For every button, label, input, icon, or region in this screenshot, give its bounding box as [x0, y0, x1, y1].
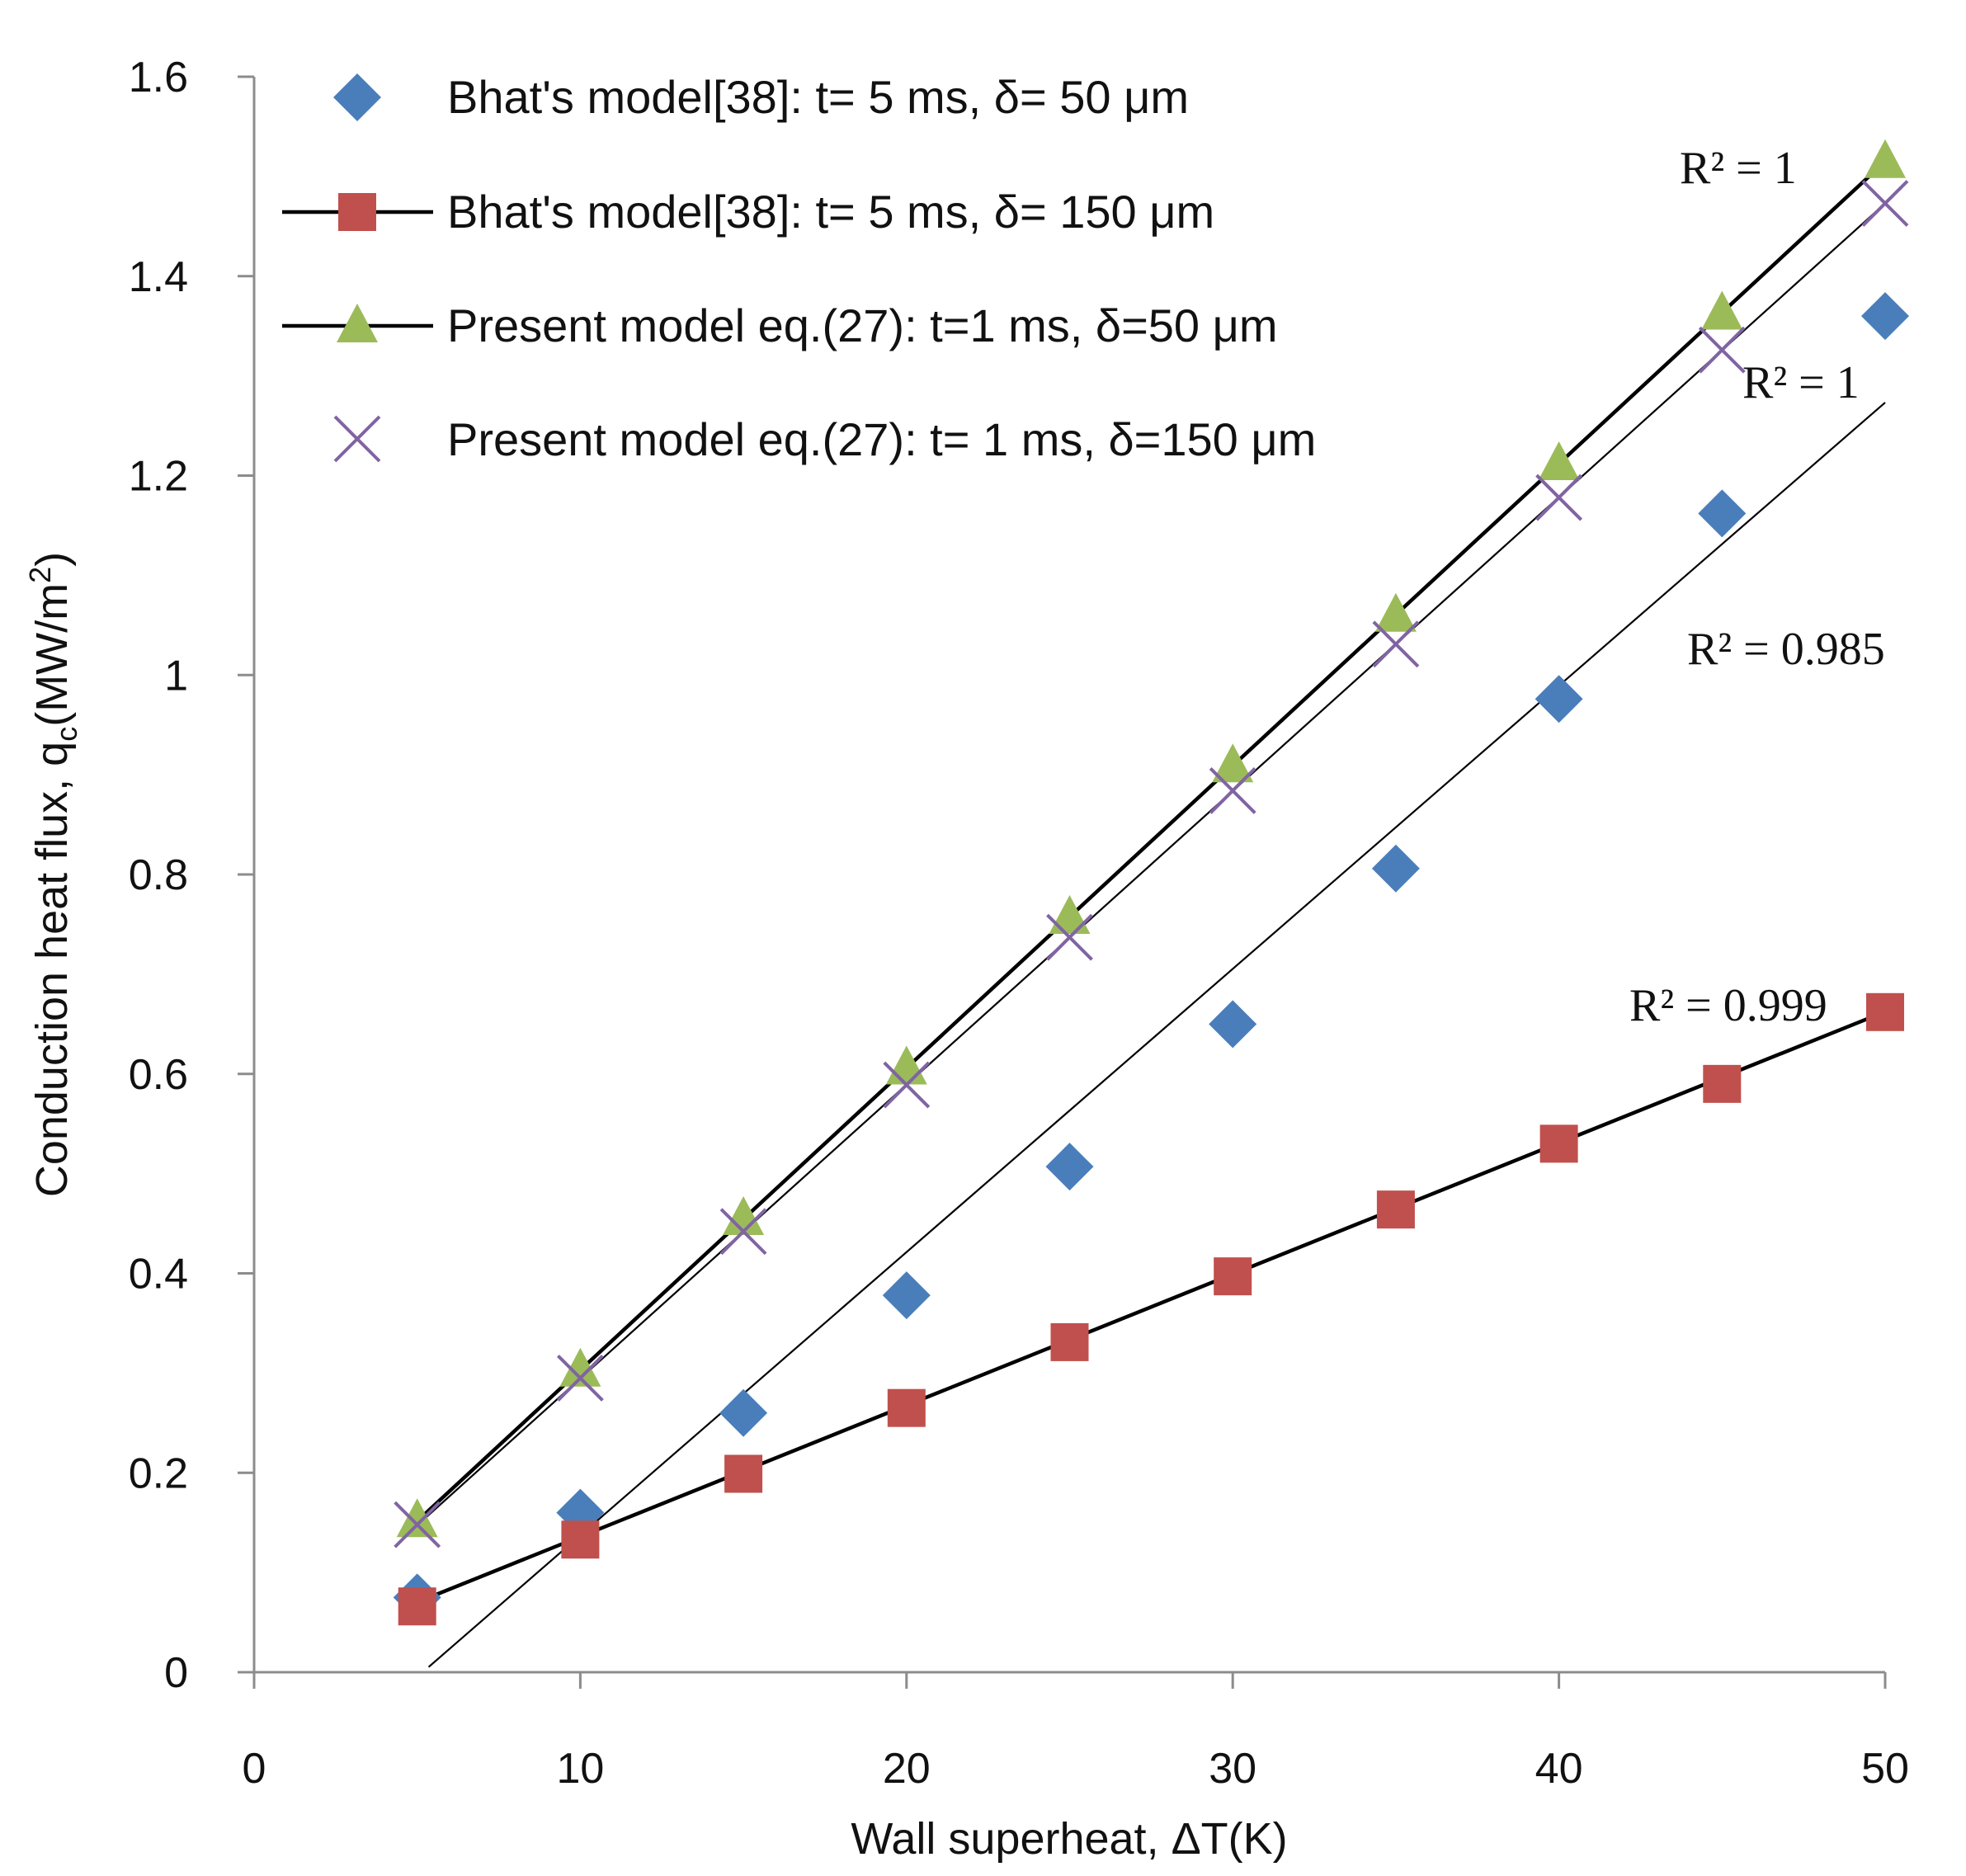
y-tick-label: 0.6 — [129, 1051, 188, 1099]
data-point-square — [724, 1454, 763, 1493]
legend-entry-bhat-50: Bhat's model[38]: t= 5 ms, δ= 50 μm — [333, 71, 1189, 123]
data-point-diamond — [1861, 292, 1909, 341]
data-point-triangle — [723, 1196, 765, 1236]
y-axis-ticks: 0 0.2 0.4 0.6 0.8 1 1.2 1.4 1.6 — [129, 54, 254, 1697]
data-point-square — [1376, 1190, 1415, 1229]
legend-label-present-50: Present model eq.(27): t=1 ms, δ=50 μm — [447, 299, 1278, 351]
data-point-triangle — [1538, 441, 1580, 480]
trendline-series-3 — [416, 202, 1886, 1526]
data-point-square — [1866, 992, 1904, 1031]
legend-label-bhat-50: Bhat's model[38]: t= 5 ms, δ= 50 μm — [447, 71, 1189, 123]
y-tick-label: 1.2 — [129, 453, 188, 501]
data-point-diamond — [1045, 1143, 1094, 1191]
data-point-triangle — [559, 1347, 601, 1387]
y-tick-label: 1 — [164, 652, 188, 700]
trendline-series-2 — [416, 160, 1887, 1523]
data-point-x — [1535, 474, 1583, 521]
data-point-diamond — [882, 1271, 931, 1320]
data-point-x — [1209, 767, 1256, 814]
data-point-square — [1214, 1257, 1252, 1296]
data-point-x — [1861, 180, 1909, 227]
trendline-series-0 — [427, 402, 1886, 1668]
x-tick-label: 50 — [1861, 1745, 1909, 1793]
legend-entry-present-50: Present model eq.(27): t=1 ms, δ=50 μm — [282, 299, 1278, 351]
data-point-x — [1046, 913, 1093, 961]
y-tick-label: 0 — [164, 1649, 188, 1697]
r2-label-bhat-50: R² = 0.985 — [1687, 624, 1885, 675]
y-axis-title-sub: c — [50, 727, 83, 742]
data-point-triangle — [1049, 894, 1091, 934]
data-point-square — [1703, 1064, 1742, 1103]
legend: Bhat's model[38]: t= 5 ms, δ= 50 μm Bhat… — [282, 71, 1316, 465]
data-point-x — [556, 1355, 604, 1402]
data-point-x — [719, 1208, 767, 1256]
data-point-triangle — [1701, 290, 1743, 330]
r2-label-present-150: R² = 1 — [1742, 357, 1860, 408]
data-point-diamond — [1371, 844, 1420, 893]
legend-marker-triangle — [337, 304, 378, 342]
legend-triangle-symbol — [337, 304, 378, 342]
y-axis-title-end: ) — [27, 552, 77, 567]
x-tick-label: 10 — [556, 1745, 604, 1793]
y-tick-label: 1.4 — [129, 253, 188, 301]
trendlines — [416, 160, 1887, 1668]
data-point-square — [561, 1520, 600, 1559]
data-point-square — [1050, 1322, 1089, 1361]
y-tick-label: 0.8 — [129, 851, 188, 899]
legend-x-symbol — [333, 415, 381, 463]
data-point-square — [1539, 1124, 1578, 1163]
legend-label-bhat-150: Bhat's model[38]: t= 5 ms, δ= 150 μm — [447, 186, 1214, 238]
x-tick-label: 0 — [243, 1745, 266, 1793]
r-squared-labels: R² = 0.985 R² = 0.999 R² = 1 R² = 1 — [1629, 143, 1885, 1031]
legend-entry-present-150: Present model eq.(27): t= 1 ms, δ=150 μm — [333, 413, 1316, 465]
legend-marker-x — [333, 415, 381, 463]
y-axis-title: Conduction heat flux, qc(MW/m2) — [23, 552, 83, 1197]
x-tick-label: 40 — [1535, 1745, 1583, 1793]
data-point-square — [398, 1587, 436, 1626]
data-point-x — [1372, 620, 1420, 668]
data-point-square — [887, 1388, 926, 1427]
data-point-triangle — [885, 1045, 927, 1085]
y-axis-title-main: Conduction heat flux, q — [27, 742, 77, 1197]
legend-marker-diamond — [333, 73, 381, 121]
data-point-x — [883, 1061, 931, 1109]
legend-diamond-symbol — [333, 73, 381, 121]
legend-square-symbol — [338, 193, 376, 231]
y-axis-title-sup: 2 — [23, 567, 57, 583]
data-point-triangle — [1865, 139, 1906, 178]
legend-label-present-150: Present model eq.(27): t= 1 ms, δ=150 μm — [447, 413, 1316, 465]
data-point-triangle — [1374, 592, 1417, 632]
data-point-diamond — [719, 1388, 768, 1437]
legend-marker-square — [338, 193, 376, 231]
data-markers — [393, 139, 1909, 1626]
data-point-diamond — [1698, 489, 1747, 538]
data-point-x — [1698, 326, 1746, 374]
data-point-diamond — [1535, 675, 1583, 724]
legend-entry-bhat-150: Bhat's model[38]: t= 5 ms, δ= 150 μm — [282, 186, 1214, 238]
y-axis-title-unit: (MW/m — [27, 583, 77, 727]
r2-label-bhat-150: R² = 0.999 — [1629, 980, 1827, 1031]
data-point-triangle — [1212, 743, 1254, 783]
data-point-x — [394, 1501, 441, 1548]
y-tick-label: 0.2 — [129, 1449, 188, 1497]
trendline-series-1 — [416, 1010, 1886, 1605]
y-tick-label: 0.4 — [129, 1251, 188, 1299]
data-point-triangle — [396, 1498, 438, 1538]
x-tick-label: 30 — [1209, 1745, 1256, 1793]
x-tick-label: 20 — [883, 1745, 931, 1793]
data-point-diamond — [1209, 1000, 1257, 1049]
x-axis-title: Wall superheat, ΔT(K) — [851, 1814, 1287, 1864]
x-axis-ticks: 0 10 20 30 40 50 — [243, 1672, 1909, 1793]
r2-label-present-50: R² = 1 — [1680, 143, 1797, 194]
y-tick-label: 1.6 — [129, 54, 188, 101]
